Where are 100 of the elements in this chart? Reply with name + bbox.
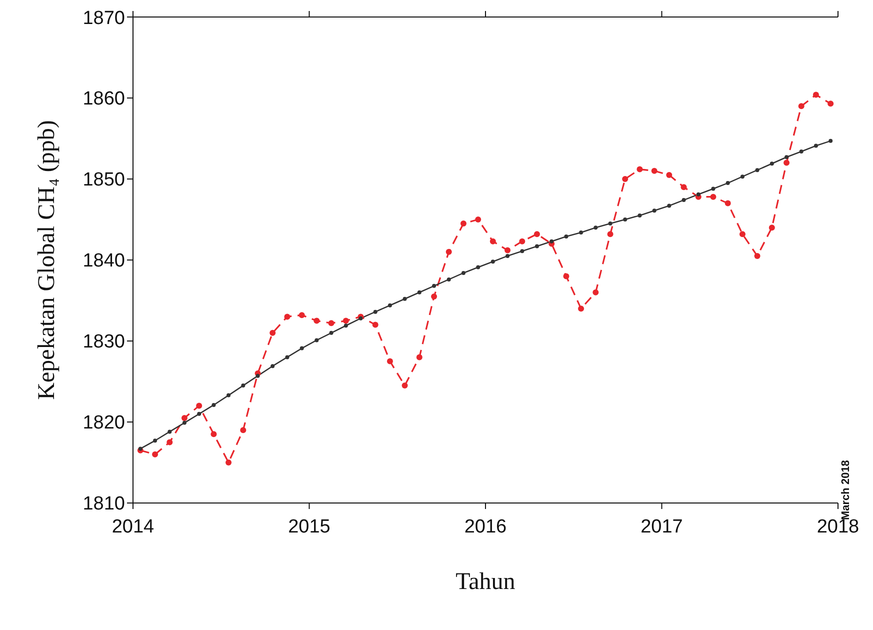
point <box>417 290 422 294</box>
point <box>798 103 804 110</box>
point <box>168 430 172 434</box>
point <box>386 358 393 364</box>
point <box>358 316 363 320</box>
point <box>534 231 540 238</box>
point <box>300 346 304 350</box>
point <box>431 293 438 300</box>
point <box>651 168 658 174</box>
point <box>755 168 760 172</box>
point <box>138 446 142 451</box>
point <box>770 162 774 166</box>
point <box>226 393 231 398</box>
y-tick-label: 1830 <box>82 332 125 353</box>
point <box>210 431 217 438</box>
point <box>519 238 526 244</box>
x-tick-label: 2015 <box>288 516 330 538</box>
point <box>328 320 334 326</box>
point <box>373 310 378 314</box>
point <box>446 277 451 282</box>
point <box>608 222 612 226</box>
point <box>298 312 305 318</box>
point <box>344 324 348 328</box>
point <box>197 412 202 416</box>
point <box>446 248 452 255</box>
point <box>564 234 568 239</box>
point <box>196 402 202 409</box>
point <box>784 155 789 160</box>
point <box>740 174 744 179</box>
point <box>739 231 746 238</box>
point <box>754 252 760 259</box>
point <box>388 303 392 308</box>
point <box>181 414 188 421</box>
point <box>284 314 290 320</box>
point <box>504 247 511 254</box>
point <box>212 402 216 407</box>
y-tick-label: 1850 <box>82 170 125 191</box>
point <box>475 216 482 222</box>
point <box>623 218 628 222</box>
point <box>342 318 349 324</box>
point <box>680 184 687 190</box>
point <box>828 100 834 107</box>
point <box>622 176 628 182</box>
point <box>667 204 672 208</box>
x-tick-label: 2014 <box>112 516 155 538</box>
point <box>285 355 290 360</box>
point <box>550 239 554 244</box>
point <box>563 273 570 280</box>
point <box>812 92 819 98</box>
y-tick-label: 1870 <box>82 8 125 29</box>
point <box>402 382 408 389</box>
x-axis-title: Tahun <box>456 569 516 595</box>
point <box>270 364 275 368</box>
point <box>768 224 775 231</box>
point <box>432 284 436 288</box>
point <box>534 244 539 248</box>
point <box>607 231 614 238</box>
point <box>594 226 598 230</box>
point <box>579 230 584 234</box>
point <box>270 330 276 336</box>
point <box>638 213 642 218</box>
point <box>182 420 186 425</box>
y-axis-title: Kepekatan Global CH₄ (ppb) <box>34 120 60 400</box>
point <box>416 354 422 360</box>
point <box>314 318 320 324</box>
point <box>711 186 716 191</box>
point <box>329 330 334 335</box>
point <box>166 439 173 446</box>
point <box>696 192 700 196</box>
y-tick-label: 1820 <box>82 412 125 434</box>
point <box>520 249 524 254</box>
point <box>666 172 672 178</box>
y-tick-label: 1840 <box>82 250 125 272</box>
point <box>636 166 643 172</box>
point <box>828 138 833 143</box>
point <box>592 289 599 296</box>
point <box>726 181 730 186</box>
point <box>710 194 716 200</box>
point <box>724 200 731 206</box>
point <box>578 306 584 312</box>
point <box>153 438 158 443</box>
point <box>682 198 686 202</box>
x-tick-label: 2016 <box>464 516 507 538</box>
point <box>461 270 466 275</box>
point <box>476 265 480 270</box>
y-tick-label: 1810 <box>82 494 125 515</box>
point <box>402 296 407 301</box>
point <box>460 220 466 227</box>
point <box>506 254 510 258</box>
point <box>490 260 495 264</box>
x-tick-label: 2017 <box>640 516 683 538</box>
y-tick-label: 1860 <box>82 88 125 110</box>
point <box>490 238 496 244</box>
point <box>372 322 378 328</box>
point <box>240 427 246 434</box>
point <box>784 160 790 166</box>
point <box>256 374 260 378</box>
point <box>241 384 246 388</box>
point <box>652 208 656 213</box>
point <box>814 144 818 148</box>
